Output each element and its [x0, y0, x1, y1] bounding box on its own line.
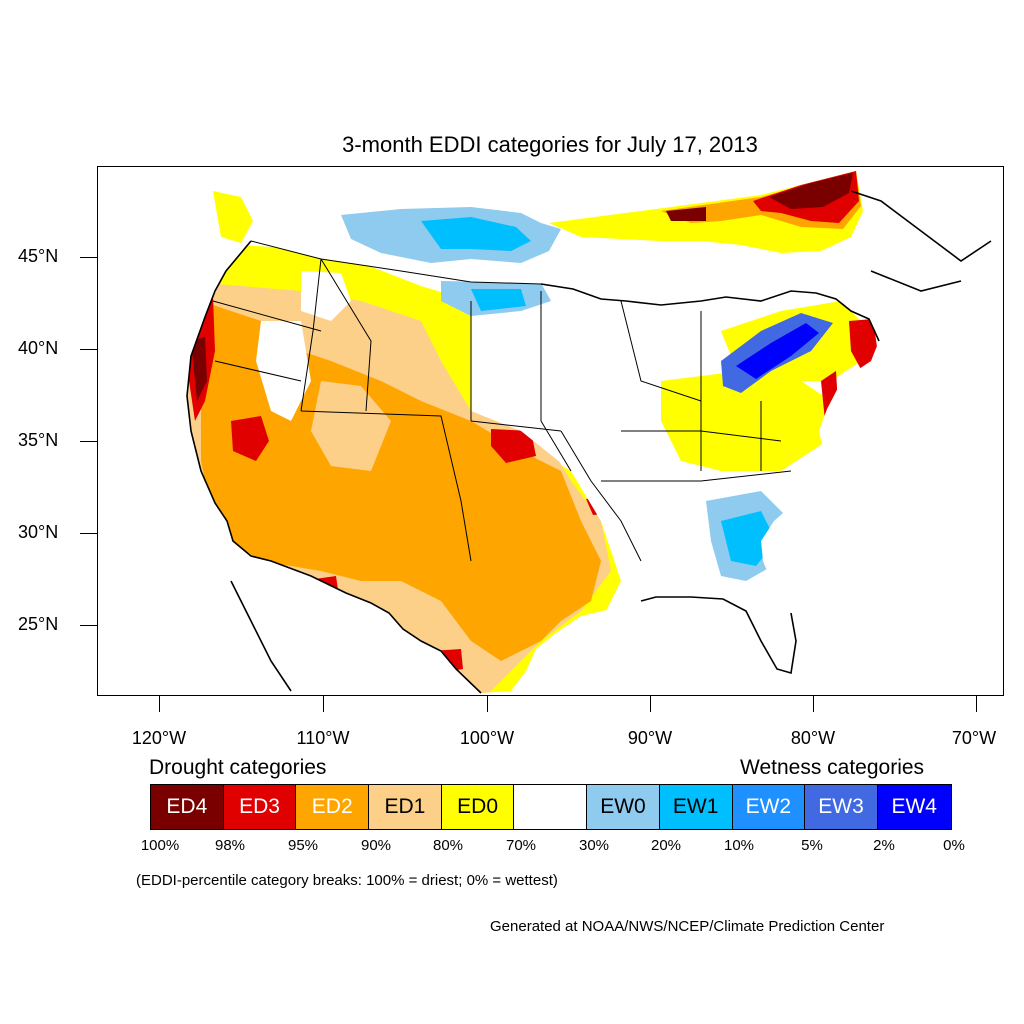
pct-break: 5%: [801, 837, 823, 854]
legend-swatch-ed3: ED3: [223, 785, 297, 829]
lat-tick: [80, 533, 97, 534]
pct-break: 70%: [505, 837, 537, 854]
lon-tick: [159, 696, 160, 712]
legend-swatch-ew3: EW3: [805, 785, 878, 829]
pct-break: 95%: [287, 837, 319, 854]
eddi-map: [186, 171, 992, 694]
category-legend: ED4 ED3 ED2 ED1 ED0 EW0 EW1 EW2 EW3 EW4: [150, 784, 952, 830]
legend-swatch-ew4: EW4: [877, 785, 951, 829]
pct-break: 10%: [723, 837, 755, 854]
pct-break: 30%: [578, 837, 610, 854]
legend-label-ed4: ED4: [166, 795, 208, 818]
legend-swatch-ew2: EW2: [732, 785, 806, 829]
legend-label-ew0: EW0: [600, 795, 646, 818]
lon-label-100: 100°W: [459, 728, 515, 748]
lon-tick: [813, 696, 814, 712]
map-panel: [97, 166, 1004, 696]
legend-swatch-ew1: EW1: [659, 785, 733, 829]
legend-swatch-ed4: ED4: [151, 785, 224, 829]
lon-label-110: 110°W: [296, 728, 350, 748]
lat-tick: [80, 257, 97, 258]
legend-label-ew3: EW3: [818, 795, 864, 818]
lat-tick: [80, 349, 97, 350]
lat-label-30: 30°N: [18, 522, 59, 542]
legend-label-ew4: EW4: [891, 795, 937, 818]
state-boundaries: [212, 240, 792, 562]
lon-label-90: 90°W: [627, 728, 673, 748]
lon-label-80: 80°W: [790, 728, 836, 748]
pct-break: 80%: [432, 837, 464, 854]
lat-label-45: 45°N: [18, 246, 59, 266]
lat-label-25: 25°N: [18, 614, 59, 634]
pct-break: 90%: [360, 837, 392, 854]
pct-break: 98%: [214, 837, 246, 854]
lon-label-120: 120°W: [131, 728, 187, 748]
legend-swatch-ed0: ED0: [441, 785, 515, 829]
pct-break: 100%: [140, 837, 180, 854]
map-title: 3-month EDDI categories for July 17, 201…: [342, 132, 758, 157]
lon-tick: [650, 696, 651, 712]
canada-shading: [213, 171, 863, 263]
lat-label-35: 35°N: [18, 430, 59, 450]
legend-label-ew2: EW2: [745, 795, 792, 818]
wetness-heading: Wetness categories: [740, 756, 925, 779]
legend-swatch-ew0: EW0: [587, 785, 660, 829]
category-breaks-note: (EDDI-percentile category breaks: 100% =…: [136, 872, 558, 889]
drought-heading: Drought categories: [149, 756, 327, 779]
lat-label-40: 40°N: [18, 338, 59, 358]
legend-swatch-neutral: [514, 785, 588, 829]
legend-label-ed0: ED0: [457, 795, 499, 818]
lat-tick: [80, 441, 97, 442]
credit-line: Generated at NOAA/NWS/NCEP/Climate Predi…: [490, 918, 885, 935]
pct-break: 0%: [943, 837, 965, 854]
pct-break: 20%: [650, 837, 682, 854]
legend-label-ew1: EW1: [672, 795, 719, 818]
legend-label-ed3: ED3: [239, 795, 280, 818]
lat-tick: [80, 625, 97, 626]
legend-swatch-ed2: ED2: [296, 785, 370, 829]
lon-label-70: 70°W: [951, 728, 997, 748]
lon-tick: [976, 696, 977, 712]
conus-categories: [187, 241, 879, 693]
lon-tick: [323, 696, 324, 712]
legend-swatch-ed1: ED1: [369, 785, 442, 829]
legend-label-ed2: ED2: [311, 795, 353, 818]
country-outlines: [186, 190, 992, 694]
pct-break: 2%: [873, 837, 895, 854]
legend-label-ed1: ED1: [384, 795, 426, 818]
lon-tick: [487, 696, 488, 712]
